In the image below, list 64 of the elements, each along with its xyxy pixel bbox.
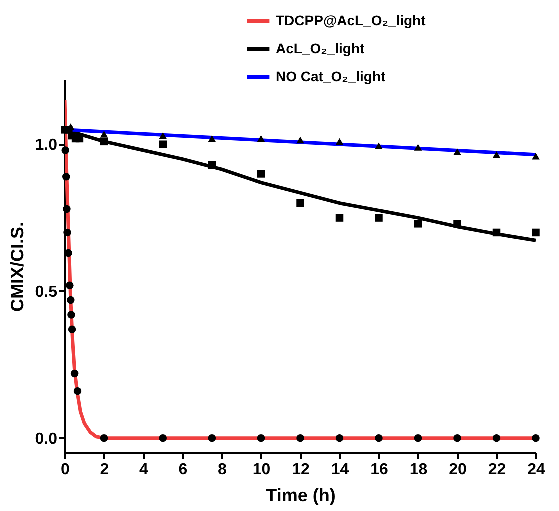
point — [375, 214, 383, 222]
point — [208, 434, 216, 442]
point — [159, 140, 167, 148]
point — [414, 434, 422, 442]
x-tick-label: 20 — [449, 462, 467, 478]
legend-label: AcL_O₂_light — [276, 40, 366, 56]
legend-label: TDCPP@AcL_O₂_light — [276, 12, 426, 28]
x-tick-label: 18 — [410, 462, 428, 478]
x-tick-label: 0 — [61, 462, 70, 478]
point — [159, 434, 167, 442]
point — [66, 282, 74, 290]
x-tick-label: 24 — [528, 462, 546, 478]
point — [64, 228, 72, 237]
point — [492, 228, 501, 237]
point — [454, 220, 462, 228]
point — [296, 136, 304, 144]
point — [67, 296, 75, 304]
point — [100, 130, 108, 138]
point — [296, 199, 304, 208]
point — [414, 144, 422, 151]
point — [257, 135, 266, 142]
x-tick-label: 4 — [140, 462, 149, 478]
y-tick-label: 0.5 — [35, 284, 58, 301]
point — [296, 434, 304, 442]
point — [336, 434, 344, 442]
point — [62, 173, 70, 181]
point — [375, 142, 383, 150]
point — [70, 370, 79, 378]
point — [100, 138, 108, 146]
point — [257, 170, 266, 178]
x-tick-label: 8 — [218, 462, 228, 478]
legend-label: NO Cat_O₂_light — [276, 68, 386, 84]
x-tick-label: 6 — [178, 462, 188, 478]
x-tick-label: 16 — [370, 462, 388, 478]
point — [208, 161, 216, 170]
point — [257, 434, 266, 442]
point — [159, 132, 167, 140]
point — [68, 326, 76, 334]
x-tick-label: 22 — [488, 462, 506, 478]
point — [492, 152, 501, 158]
point — [532, 153, 540, 160]
x-tick-label: 14 — [331, 462, 350, 478]
point — [336, 138, 344, 146]
point — [375, 434, 383, 442]
x-axis-title: Time (h) — [266, 486, 336, 506]
point — [414, 220, 422, 228]
point — [532, 434, 540, 442]
point — [62, 146, 70, 154]
point — [492, 434, 501, 442]
x-tick-label: 12 — [292, 462, 310, 478]
point — [74, 387, 82, 396]
y-axis-title: CMIX/CI.S. — [7, 222, 28, 312]
point — [454, 434, 462, 442]
y-tick-label: 1.0 — [35, 137, 58, 154]
point — [68, 311, 76, 319]
x-tick-label: 10 — [252, 462, 271, 478]
point — [63, 205, 71, 214]
point — [100, 434, 108, 442]
point — [208, 135, 216, 142]
x-tick-label: 2 — [100, 462, 110, 478]
point — [454, 148, 462, 156]
point — [336, 214, 344, 222]
y-tick-label: 0.0 — [35, 430, 58, 448]
point — [532, 228, 540, 237]
